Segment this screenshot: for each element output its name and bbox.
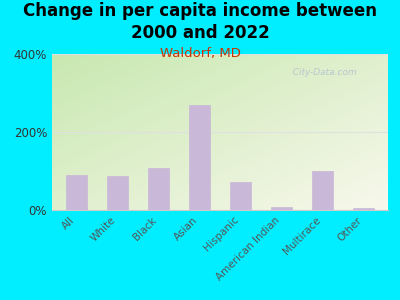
Bar (230, 182, 251, 210)
Bar (148, 168, 169, 210)
Bar (66, 175, 87, 210)
Bar (271, 207, 292, 210)
Bar (107, 176, 128, 210)
Text: Waldorf, MD: Waldorf, MD (160, 46, 240, 59)
Bar (353, 208, 374, 210)
Text: Change in per capita income between
2000 and 2022: Change in per capita income between 2000… (23, 2, 377, 42)
Text: City-Data.com: City-Data.com (287, 68, 357, 77)
Bar (189, 105, 210, 210)
Bar (312, 171, 333, 210)
